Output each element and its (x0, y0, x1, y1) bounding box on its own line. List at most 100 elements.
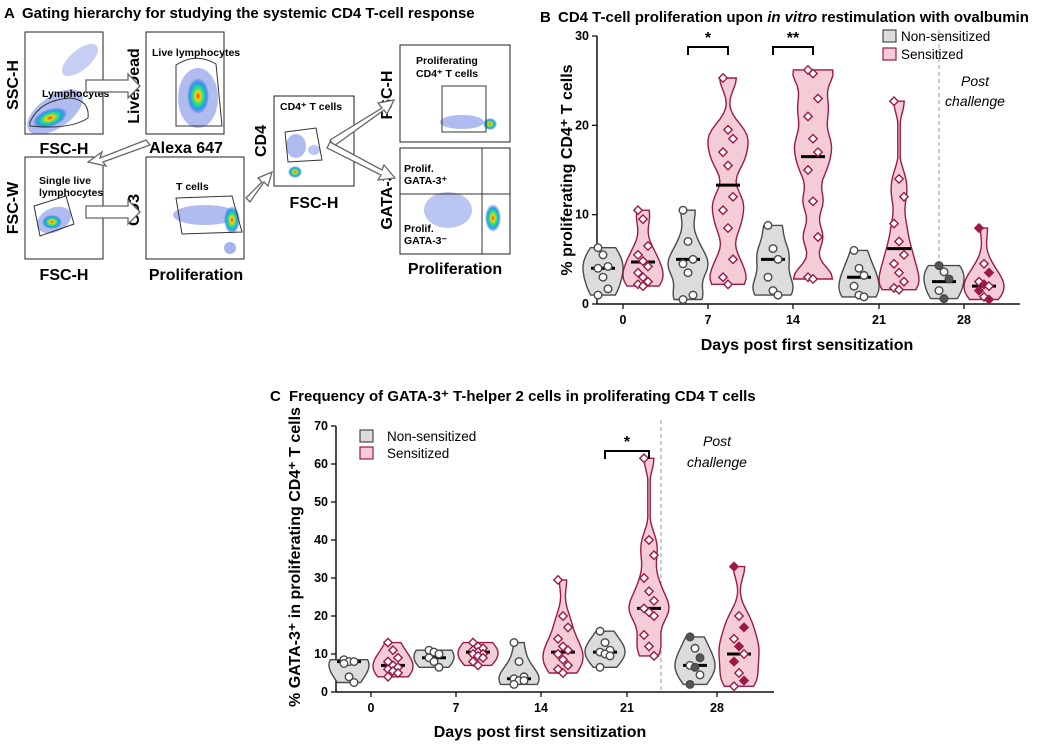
point-non-sensitized-day-28 (934, 261, 944, 271)
point-sensitized-day-14 (802, 111, 814, 122)
point-sensitized-day-14 (802, 164, 814, 176)
point-non-sensitized-day-21 (595, 662, 605, 672)
violin-non-sensitized-day-0 (582, 247, 624, 296)
point-non-sensitized-day-28 (685, 632, 695, 642)
axis-label-fsc-h-2: FSC-H (40, 267, 89, 284)
panel-b-post-line1: Post (961, 73, 990, 89)
point-non-sensitized-day-7 (678, 205, 688, 215)
flow-plot-prolif: Proliferating CD4⁺ T cells FSC-H (379, 44, 511, 143)
panel-b-legend: Non-sensitized Sensitized (882, 29, 990, 62)
point-non-sensitized-day-0 (593, 263, 603, 273)
panel-c-legend: Non-sensitized Sensitized (359, 429, 476, 461)
point-non-sensitized-day-28 (690, 662, 700, 672)
y-tick-label: 10 (314, 647, 328, 661)
point-sensitized-day-14 (807, 196, 819, 207)
point-non-sensitized-day-14 (763, 272, 773, 282)
point-sensitized-day-21 (638, 629, 650, 641)
violin-sensitized-day-21 (628, 457, 670, 657)
point-sensitized-day-7 (717, 146, 729, 158)
point-sensitized-day-21 (888, 258, 900, 269)
point-sensitized-day-0 (632, 249, 644, 261)
y-tick-label: 20 (314, 609, 328, 623)
point-non-sensitized-day-21 (595, 626, 605, 636)
point-non-sensitized-day-14 (773, 254, 783, 264)
legend-label-non-sensitized-b: Non-sensitized (901, 29, 990, 44)
point-non-sensitized-day-21 (859, 292, 869, 302)
point-non-sensitized-day-7 (678, 295, 688, 305)
point-non-sensitized-day-0 (593, 243, 603, 253)
point-sensitized-day-21 (893, 236, 905, 247)
gate-label-prolif-2: CD4⁺ T cells (416, 68, 478, 80)
arrow-cd4-to-gata (326, 141, 397, 181)
point-sensitized-day-14 (562, 622, 574, 633)
point-sensitized-day-21 (648, 650, 660, 662)
gate-label-tcells: T cells (176, 181, 209, 193)
panel-b-title: CD4 T-cell proliferation upon in vitro r… (558, 9, 1029, 26)
violin-sensitized-day-21 (878, 100, 920, 291)
point-non-sensitized-day-28 (944, 274, 954, 284)
point-non-sensitized-day-0 (339, 659, 349, 669)
flow-plot-cd4: CD4⁺ T cells CD4 FSC-H (253, 95, 355, 212)
point-non-sensitized-day-0 (344, 672, 354, 682)
point-sensitized-day-28 (978, 279, 990, 290)
point-sensitized-day-0 (637, 280, 649, 292)
point-sensitized-day-7 (727, 133, 739, 144)
panel-b-post-line2: challenge (945, 93, 1005, 109)
x-tick-label: 7 (453, 701, 460, 715)
arrow-single-to-tcells (85, 198, 141, 226)
point-sensitized-day-21 (643, 586, 655, 597)
gate-label-gata-bottom-2: GATA-3⁻ (404, 235, 448, 247)
significance-bracket-day-14 (772, 46, 814, 55)
point-non-sensitized-day-14 (773, 290, 783, 300)
panel-c-xlabel: Days post first sensitization (434, 724, 647, 741)
point-sensitized-day-21 (888, 96, 900, 107)
significance-bracket-day-21 (604, 450, 650, 459)
legend-label-sensitized-b: Sensitized (901, 47, 963, 62)
point-sensitized-day-14 (562, 660, 574, 671)
point-sensitized-day-14 (812, 93, 824, 104)
violin-non-sensitized-day-7 (667, 209, 709, 301)
point-sensitized-day-7 (727, 254, 739, 265)
point-sensitized-day-21 (893, 284, 905, 295)
point-non-sensitized-day-7 (688, 254, 698, 264)
significance-bracket-day-7 (687, 46, 729, 55)
point-sensitized-day-7 (467, 656, 479, 667)
point-sensitized-day-28 (738, 648, 750, 660)
point-non-sensitized-day-7 (434, 662, 444, 672)
point-sensitized-day-14 (812, 231, 824, 243)
point-sensitized-day-14 (552, 648, 564, 660)
point-sensitized-day-0 (637, 213, 649, 225)
legend-swatch-sensitized-b (882, 47, 897, 61)
gate-label-cd4: CD4⁺ T cells (280, 101, 342, 113)
flow-plot-tcells: T cells CD3 Proliferation (126, 156, 245, 284)
axis-label-fsc-h-1: FSC-H (40, 141, 89, 158)
point-non-sensitized-day-0 (603, 284, 613, 294)
point-sensitized-day-14 (552, 633, 564, 644)
point-non-sensitized-day-21 (605, 651, 615, 661)
point-sensitized-day-21 (648, 595, 660, 606)
axis-label-gata3: GATA-3 (379, 172, 396, 229)
axis-label-proliferation-1: Proliferation (149, 267, 243, 284)
point-non-sensitized-day-7 (678, 259, 688, 269)
point-non-sensitized-day-21 (600, 638, 610, 648)
point-sensitized-day-0 (642, 261, 654, 272)
point-sensitized-day-14 (557, 654, 569, 665)
point-non-sensitized-day-21 (859, 270, 869, 280)
point-non-sensitized-day-21 (849, 281, 859, 291)
point-sensitized-day-21 (638, 572, 650, 584)
point-sensitized-day-28 (973, 222, 985, 234)
gate-label-single-1: Single live (39, 175, 91, 187)
panel-c-title: Frequency of GATA-3⁺ T-helper 2 cells in… (289, 388, 756, 405)
x-tick-label: 28 (710, 701, 724, 715)
panel-a-title: Gating hierarchy for studying the system… (22, 5, 475, 22)
point-sensitized-day-0 (387, 645, 399, 656)
point-sensitized-day-14 (812, 146, 824, 158)
gate-label-live: Live lymphocytes (152, 47, 240, 59)
point-non-sensitized-day-14 (763, 220, 773, 230)
axis-label-proliferation-2: Proliferation (408, 261, 502, 278)
axis-label-ssc-h: SSC-H (5, 60, 22, 110)
point-sensitized-day-0 (632, 267, 644, 278)
panel-c-letter: C (270, 388, 281, 405)
significance-label-day-14: ** (787, 30, 800, 47)
